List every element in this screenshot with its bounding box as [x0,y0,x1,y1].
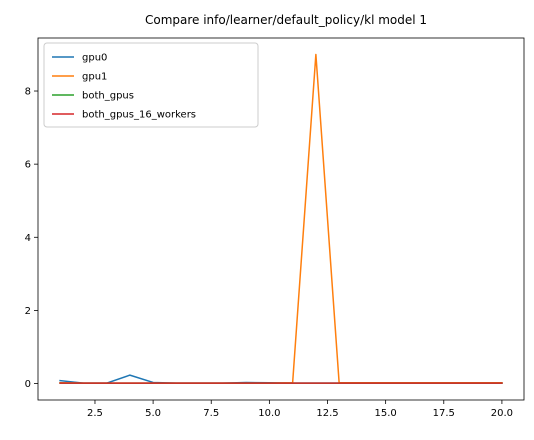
legend-label-gpu1: gpu1 [82,72,107,83]
legend-label-gpu0: gpu0 [82,53,107,64]
x-tick-label: 15.0 [375,408,397,419]
legend-label-both_gpus_16_workers: both_gpus_16_workers [82,110,196,121]
y-tick-label: 4 [25,233,31,244]
plot-frame [37,37,525,401]
chart-title: Compare info/learner/default_policy/kl m… [145,13,427,27]
legend-box [43,42,259,128]
y-tick-label: 6 [25,160,31,171]
y-tick-label: 0 [25,379,31,390]
axes: 2.5 5.0 7.5 10.0 12.5 15.0 17.5 20.0 0 2 4 6 8 [25,37,525,419]
x-tick-label: 7.5 [203,408,219,419]
x-tick-label: 2.5 [87,408,103,419]
y-tick-label: 2 [25,306,31,317]
legend: gpu0 gpu1 both_gpus both_gpus_16_workers [43,42,259,128]
x-tick-label: 12.5 [316,408,338,419]
series-lines [59,53,503,384]
x-tick-label: 5.0 [145,408,161,419]
series-line-gpu0 [59,374,503,384]
x-tick-label: 20.0 [491,408,513,419]
x-tick-label: 10.0 [258,408,280,419]
y-tick-label: 8 [25,87,31,98]
x-tick-label: 17.5 [433,408,455,419]
legend-label-both_gpus: both_gpus [82,91,134,102]
